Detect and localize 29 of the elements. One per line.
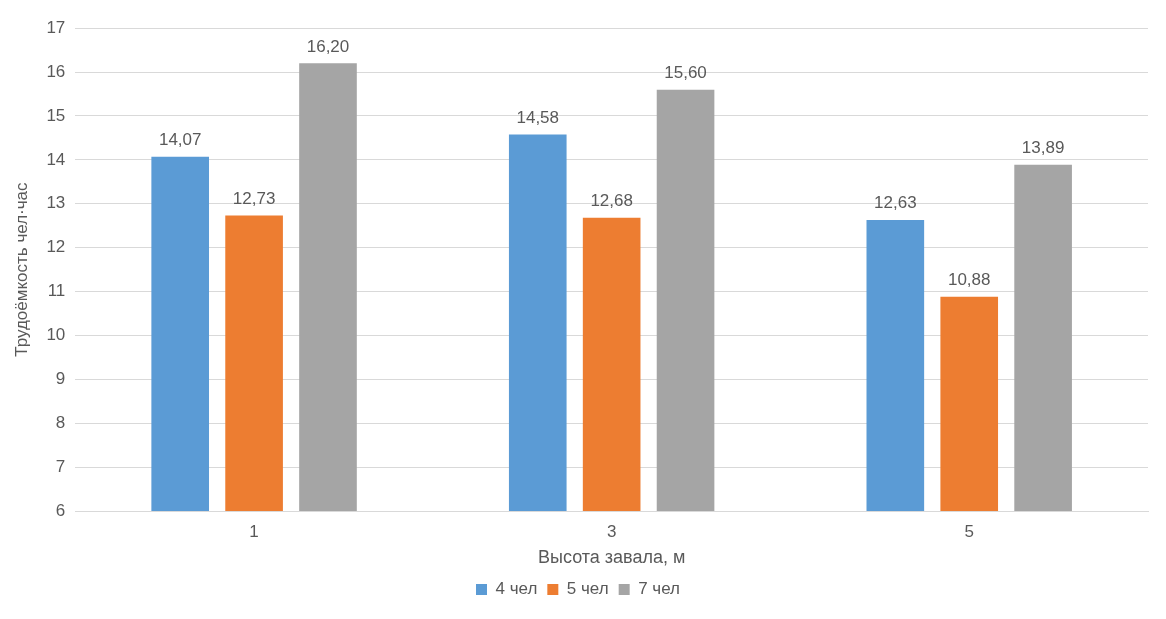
data-label: 12,63 [874,193,917,213]
y-tick-label: 10 [46,325,66,345]
y-tick-label: 9 [55,369,66,389]
y-tick-label: 16 [46,61,66,81]
y-tick-label: 6 [55,500,66,520]
y-tick-label: 7 [55,456,66,476]
data-label: 12,73 [232,188,276,208]
legend-label: 5 чел [566,579,609,599]
y-tick-label: 15 [46,105,66,125]
legend-label: 4 чел [495,579,538,599]
x-axis-title: Высота завала, м [537,547,686,568]
y-tick-label: 11 [47,281,66,301]
y-tick-label: 12 [46,237,66,257]
y-tick-label: 13 [46,193,66,213]
data-label: 16,20 [306,36,350,56]
data-label: 15,60 [664,62,707,82]
y-tick-label: 17 [46,17,66,37]
y-axis-title: Трудоёмкость чел·час [11,181,31,357]
x-tick-label: 3 [606,521,617,541]
legend-label: 7 чел [638,579,681,599]
data-label: 12,68 [590,191,633,210]
data-label: 13,89 [1021,137,1065,157]
data-label: 14,58 [516,107,560,127]
x-tick-label: 1 [249,521,259,541]
data-label: 14,07 [158,129,202,149]
x-tick-label: 5 [964,521,974,541]
y-tick-label: 14 [46,149,66,169]
data-label: 10,88 [947,270,991,289]
y-tick-label: 8 [55,412,66,432]
